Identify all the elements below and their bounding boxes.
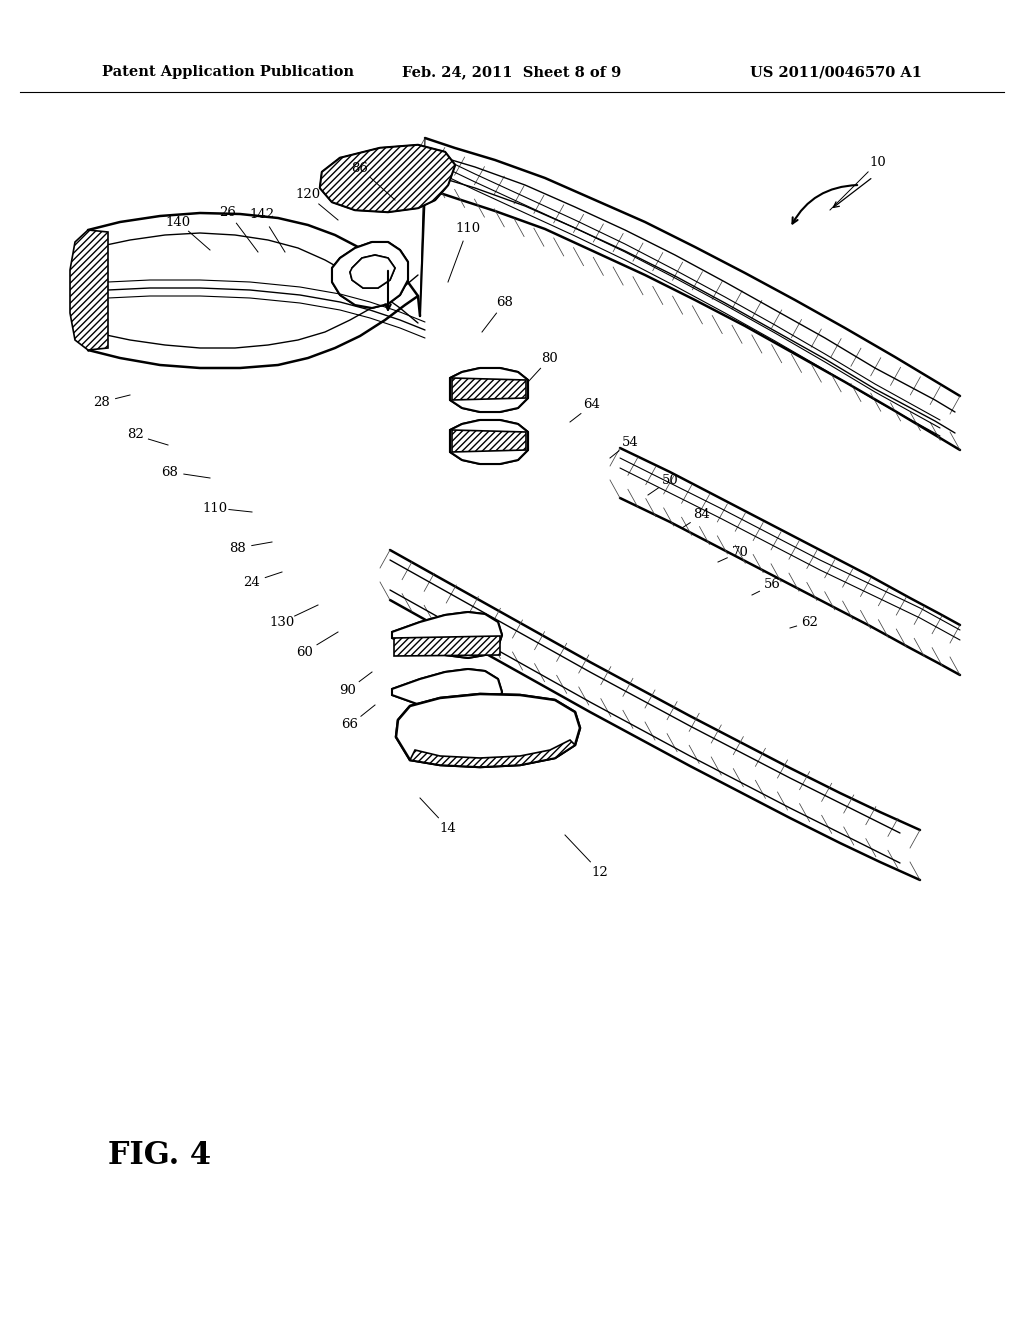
Text: 142: 142 xyxy=(250,209,274,222)
Text: 140: 140 xyxy=(166,215,190,228)
Text: 86: 86 xyxy=(351,161,369,174)
Polygon shape xyxy=(332,242,408,308)
Text: 120: 120 xyxy=(296,189,321,202)
Text: 12: 12 xyxy=(592,866,608,879)
Text: US 2011/0046570 A1: US 2011/0046570 A1 xyxy=(750,65,922,79)
Text: 68: 68 xyxy=(497,296,513,309)
Polygon shape xyxy=(396,694,580,767)
Text: 54: 54 xyxy=(622,436,638,449)
Polygon shape xyxy=(70,230,108,350)
Text: 66: 66 xyxy=(341,718,358,731)
Text: 28: 28 xyxy=(93,396,111,408)
Polygon shape xyxy=(350,255,395,288)
Polygon shape xyxy=(319,145,455,213)
Text: FIG. 4: FIG. 4 xyxy=(108,1139,211,1171)
Text: 82: 82 xyxy=(127,429,143,441)
Text: 110: 110 xyxy=(203,502,227,515)
Polygon shape xyxy=(450,368,528,412)
Polygon shape xyxy=(410,741,575,767)
Text: 56: 56 xyxy=(764,578,780,591)
Polygon shape xyxy=(392,669,502,715)
Text: 50: 50 xyxy=(662,474,678,487)
Text: 90: 90 xyxy=(340,684,356,697)
Text: Feb. 24, 2011  Sheet 8 of 9: Feb. 24, 2011 Sheet 8 of 9 xyxy=(402,65,622,79)
Text: 110: 110 xyxy=(456,222,480,235)
Text: 70: 70 xyxy=(731,545,749,558)
Polygon shape xyxy=(452,378,526,400)
Polygon shape xyxy=(392,612,502,657)
Text: 10: 10 xyxy=(869,156,887,169)
Polygon shape xyxy=(450,420,528,465)
Text: 88: 88 xyxy=(229,541,247,554)
Text: 80: 80 xyxy=(542,351,558,364)
Text: 84: 84 xyxy=(693,508,711,521)
Text: 24: 24 xyxy=(244,576,260,589)
Text: 64: 64 xyxy=(584,399,600,412)
Text: Patent Application Publication: Patent Application Publication xyxy=(102,65,354,79)
Text: 62: 62 xyxy=(802,615,818,628)
Text: 68: 68 xyxy=(162,466,178,479)
Text: 26: 26 xyxy=(219,206,237,219)
Polygon shape xyxy=(394,636,500,656)
Polygon shape xyxy=(452,430,526,451)
Text: 130: 130 xyxy=(269,615,295,628)
Text: 60: 60 xyxy=(297,645,313,659)
Text: 14: 14 xyxy=(439,821,457,834)
